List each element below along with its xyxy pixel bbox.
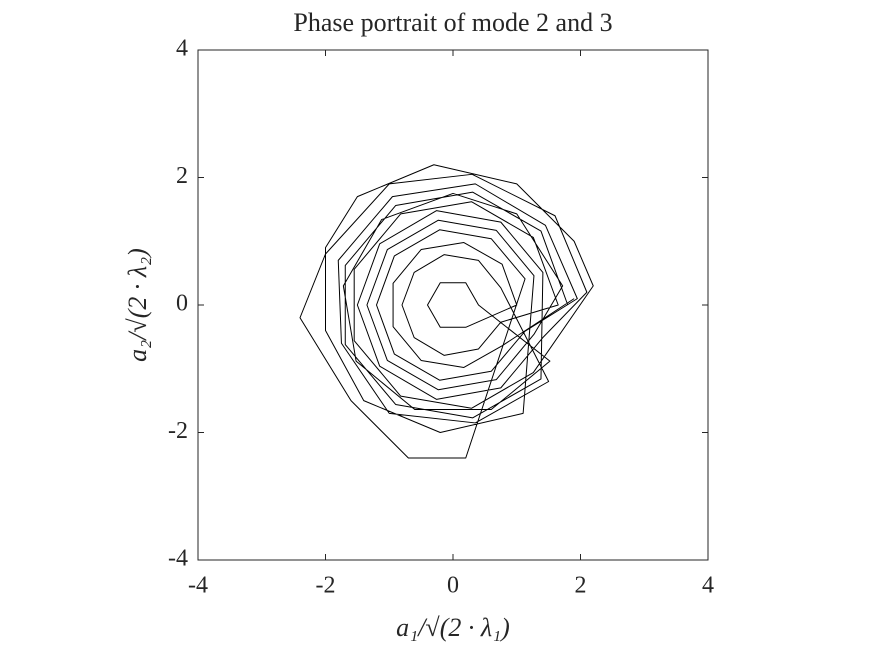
x-axis-label: a₁/√(2 · λ₁)	[396, 613, 510, 642]
x-tick-label: -2	[316, 573, 336, 599]
y-tick-label: -4	[168, 546, 188, 572]
phase-line	[299, 164, 594, 459]
plot-frame	[197, 49, 709, 561]
y-tick-label: 2	[176, 163, 188, 189]
x-tick-label: -4	[188, 573, 208, 599]
y-tick-label: 4	[176, 36, 188, 62]
x-tick-label: 0	[447, 573, 459, 599]
x-tick-label: 2	[575, 573, 587, 599]
x-tick-label: 4	[702, 573, 714, 599]
chart-title: Phase portrait of mode 2 and 3	[293, 8, 612, 37]
y-tick-label: 0	[176, 291, 188, 317]
y-tick-label: -2	[168, 418, 188, 444]
y-axis-label: a₂/√(2 · λ₂)	[123, 248, 152, 362]
